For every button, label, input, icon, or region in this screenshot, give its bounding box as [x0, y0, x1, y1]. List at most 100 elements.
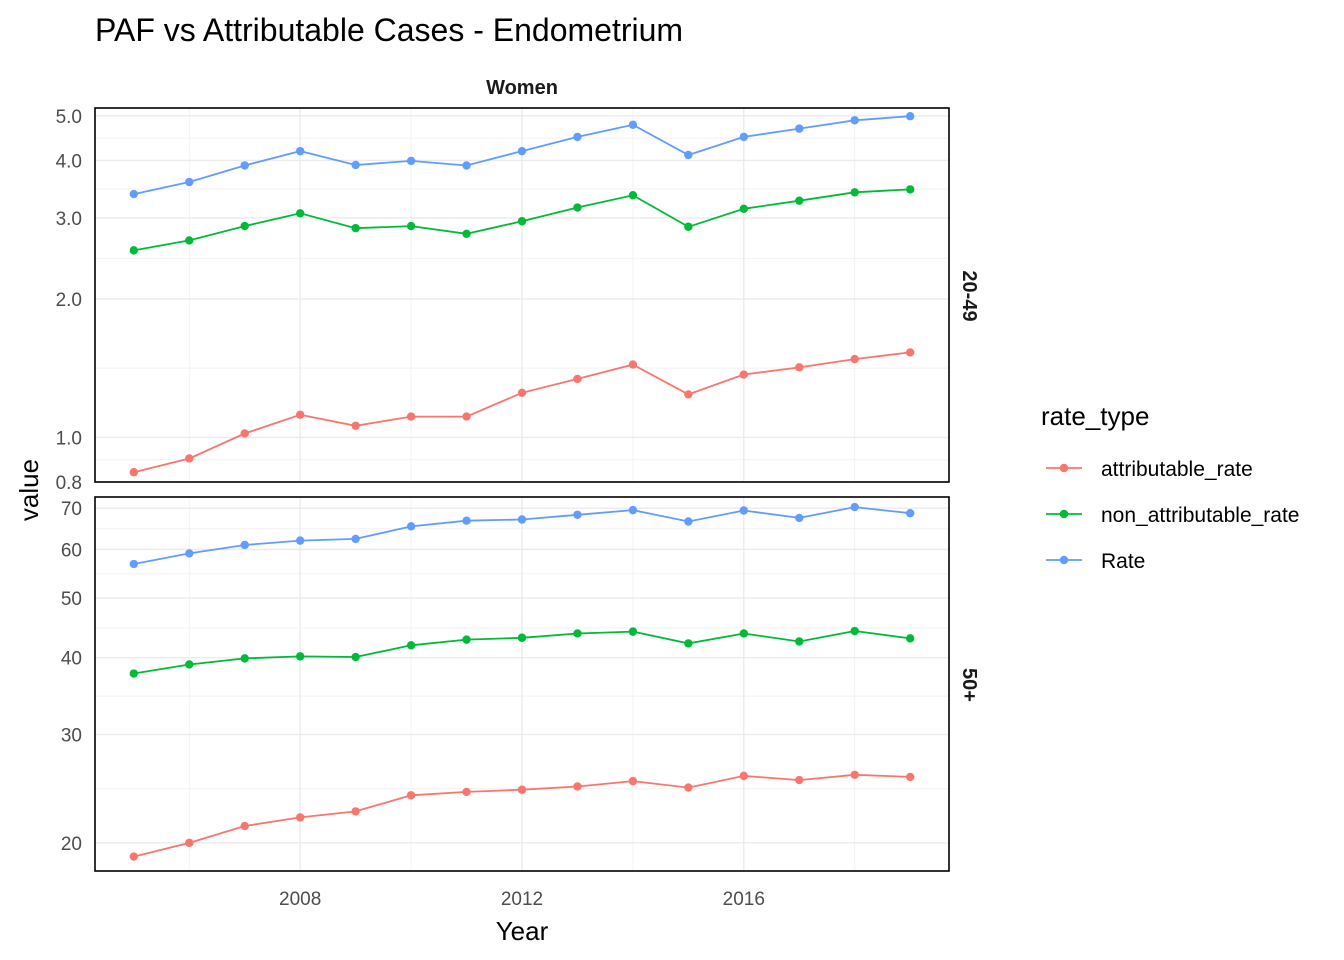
- data-point-attributable_rate: [185, 454, 194, 463]
- data-point-attributable_rate: [406, 412, 416, 421]
- data-point-attributable_rate: [739, 771, 749, 781]
- data-point-non_attributable_rate: [628, 191, 638, 200]
- data-point-non_attributable_rate: [185, 236, 194, 245]
- x-axis-title: Year: [496, 916, 549, 946]
- data-point-attributable_rate: [684, 390, 693, 399]
- chart-title: PAF vs Attributable Cases - Endometrium: [95, 12, 683, 48]
- data-point-attributable_rate: [684, 783, 693, 792]
- data-point-attributable_rate: [351, 421, 360, 430]
- data-point-Rate: [795, 124, 804, 133]
- data-point-non_attributable_rate: [129, 669, 139, 678]
- y-tick-label: 20: [61, 834, 82, 855]
- data-point-attributable_rate: [185, 838, 194, 848]
- data-point-Rate: [240, 161, 249, 170]
- data-point-non_attributable_rate: [129, 246, 139, 255]
- legend-title: rate_type: [1041, 401, 1149, 431]
- y-tick-label: 30: [61, 726, 82, 747]
- data-point-attributable_rate: [240, 821, 249, 831]
- y-axis-title: value: [14, 459, 44, 521]
- data-point-attributable_rate: [295, 410, 305, 419]
- y-tick-label: 1.0: [56, 428, 82, 449]
- x-axis-ticks: 2008 2012 2016: [279, 889, 765, 910]
- data-point-non_attributable_rate: [850, 626, 859, 636]
- panel-border: [94, 107, 950, 483]
- data-point-non_attributable_rate: [517, 633, 527, 642]
- data-point-non_attributable_rate: [684, 639, 693, 648]
- data-point-attributable_rate: [905, 348, 915, 357]
- data-point-attributable_rate: [795, 363, 804, 372]
- data-point-non_attributable_rate: [573, 629, 582, 638]
- data-point-non_attributable_rate: [240, 654, 249, 663]
- data-point-Rate: [739, 506, 749, 515]
- data-point-attributable_rate: [129, 852, 139, 861]
- data-point-attributable_rate: [628, 360, 638, 369]
- data-point-Rate: [739, 132, 749, 142]
- data-point-Rate: [850, 116, 859, 125]
- data-point-non_attributable_rate: [351, 223, 360, 233]
- y-tick-label: 5.0: [56, 107, 82, 128]
- data-point-non_attributable_rate: [795, 196, 804, 205]
- data-point-non_attributable_rate: [517, 217, 527, 226]
- data-point-non_attributable_rate: [462, 229, 471, 239]
- data-point-non_attributable_rate: [795, 637, 804, 646]
- y-tick-label: 60: [61, 540, 82, 561]
- data-point-Rate: [406, 156, 416, 166]
- panel-border: [94, 496, 950, 872]
- x-tick-label: 2008: [279, 889, 321, 910]
- data-point-non_attributable_rate: [462, 635, 471, 644]
- data-point-Rate: [462, 516, 471, 525]
- data-point-Rate: [628, 120, 638, 130]
- y-tick-label: 2.0: [56, 290, 82, 311]
- data-point-attributable_rate: [129, 468, 139, 477]
- legend-key-point: [1059, 509, 1069, 519]
- data-point-non_attributable_rate: [295, 652, 305, 661]
- panel-20-49: 0.8 1.0 2.0 3.0 4.0 5.0: [56, 107, 950, 494]
- y-tick-label: 4.0: [56, 151, 82, 172]
- data-point-attributable_rate: [795, 775, 804, 785]
- data-point-attributable_rate: [517, 388, 527, 398]
- data-point-non_attributable_rate: [406, 221, 416, 231]
- data-point-non_attributable_rate: [628, 627, 638, 636]
- x-tick-label: 2016: [723, 889, 765, 910]
- data-point-non_attributable_rate: [739, 629, 749, 638]
- data-point-Rate: [129, 189, 139, 199]
- data-point-Rate: [129, 559, 139, 569]
- data-point-attributable_rate: [295, 813, 305, 822]
- data-point-Rate: [185, 549, 194, 558]
- data-point-non_attributable_rate: [240, 221, 249, 231]
- data-point-Rate: [573, 510, 582, 519]
- data-point-non_attributable_rate: [684, 222, 693, 231]
- data-point-non_attributable_rate: [573, 203, 582, 212]
- data-point-Rate: [295, 536, 305, 545]
- data-point-non_attributable_rate: [406, 641, 416, 650]
- data-point-Rate: [462, 161, 471, 170]
- data-point-Rate: [185, 177, 194, 187]
- data-point-Rate: [628, 505, 638, 515]
- data-point-attributable_rate: [351, 807, 360, 816]
- data-point-attributable_rate: [905, 772, 915, 782]
- panel-50-plus: 20 30 40 50 60 70: [61, 496, 950, 872]
- y-tick-label: 0.8: [56, 473, 82, 494]
- data-point-non_attributable_rate: [905, 185, 915, 194]
- legend-label-non_attributable_rate: non_attributable_rate: [1101, 504, 1300, 527]
- legend: rate_type attributable_rate non_attributa…: [1041, 401, 1300, 573]
- data-point-attributable_rate: [850, 354, 859, 364]
- data-point-non_attributable_rate: [905, 634, 915, 643]
- data-point-attributable_rate: [573, 782, 582, 791]
- data-point-attributable_rate: [739, 370, 749, 379]
- facet-strip-women: Women: [486, 77, 558, 99]
- data-point-non_attributable_rate: [850, 188, 859, 197]
- data-point-Rate: [351, 160, 360, 170]
- data-point-non_attributable_rate: [739, 204, 749, 213]
- y-tick-label: 3.0: [56, 209, 82, 230]
- data-point-Rate: [573, 132, 582, 142]
- data-point-attributable_rate: [462, 787, 471, 797]
- legend-label-Rate: Rate: [1101, 550, 1145, 573]
- data-point-attributable_rate: [240, 429, 249, 438]
- data-point-Rate: [517, 146, 527, 156]
- data-point-attributable_rate: [850, 770, 859, 780]
- facet-strip-20-49: 20-49: [958, 270, 980, 321]
- x-tick-label: 2012: [501, 889, 543, 910]
- data-point-attributable_rate: [406, 791, 416, 800]
